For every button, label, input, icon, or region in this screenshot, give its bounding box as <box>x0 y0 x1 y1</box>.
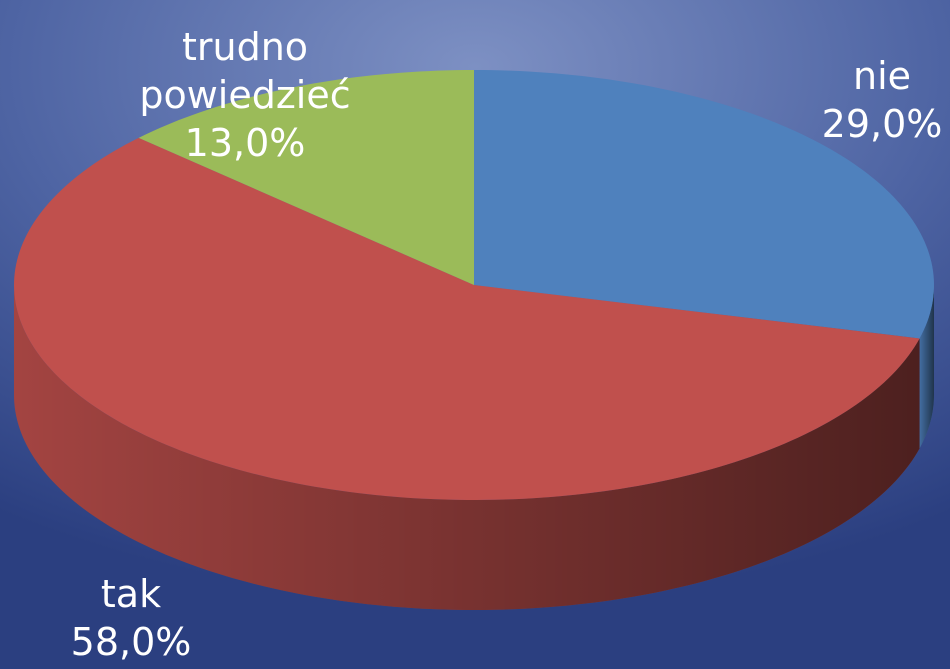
slice-side-shade <box>919 285 934 449</box>
slice-label: tak 58,0% <box>31 570 231 666</box>
category-label: nie <box>852 54 912 98</box>
value-label: 29,0% <box>821 102 943 146</box>
category-label: tak <box>100 572 162 616</box>
slice <box>14 137 920 500</box>
slice-side-shade <box>14 285 920 610</box>
category-label: trudno powiedzieć <box>139 25 351 117</box>
value-label: 13,0% <box>184 121 306 165</box>
slice-label: trudno powiedzieć 13,0% <box>120 23 370 167</box>
slice <box>474 70 934 339</box>
value-label: 58,0% <box>70 620 192 664</box>
slice-label: nie 29,0% <box>782 52 950 148</box>
slice <box>138 70 474 285</box>
